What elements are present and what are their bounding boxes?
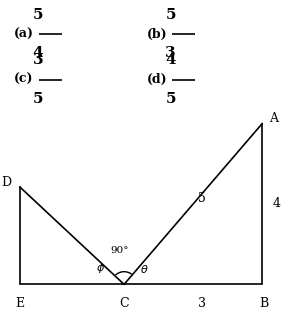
Text: 3: 3 (198, 297, 206, 310)
Text: B: B (259, 297, 268, 310)
Text: (c): (c) (14, 73, 34, 86)
Text: 3: 3 (33, 53, 43, 67)
Text: D: D (1, 176, 11, 188)
Text: 4: 4 (272, 197, 280, 210)
Text: (a): (a) (14, 28, 34, 41)
Text: $\theta$: $\theta$ (140, 263, 148, 275)
Text: 4: 4 (165, 53, 176, 67)
Text: $\phi$: $\phi$ (96, 261, 105, 275)
Text: C: C (119, 297, 129, 310)
Text: A: A (269, 112, 278, 125)
Text: 5: 5 (165, 92, 176, 106)
Text: 90°: 90° (111, 246, 129, 255)
Text: 5: 5 (33, 8, 43, 22)
Text: 5: 5 (198, 192, 206, 205)
Text: E: E (15, 297, 24, 310)
Text: 5: 5 (165, 8, 176, 22)
Text: 5: 5 (33, 92, 43, 106)
Text: 3: 3 (165, 46, 176, 60)
Text: 4: 4 (33, 46, 43, 60)
Text: (d): (d) (147, 73, 167, 86)
Text: (b): (b) (147, 28, 167, 41)
